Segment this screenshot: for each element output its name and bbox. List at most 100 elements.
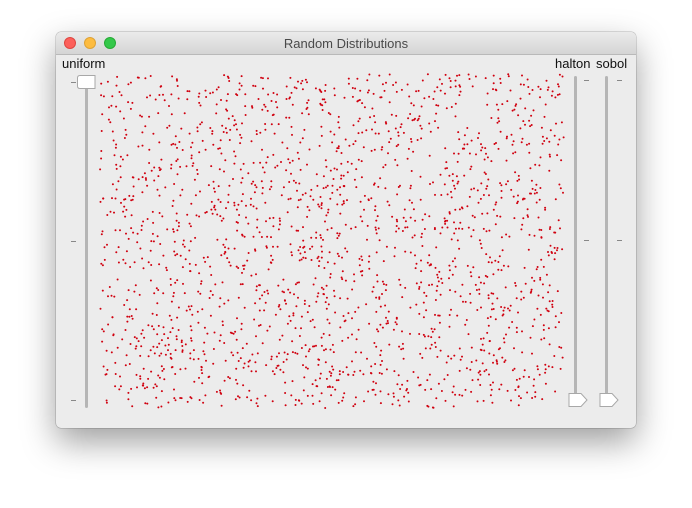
random-point [277, 305, 280, 308]
random-point [246, 396, 249, 399]
random-point [124, 128, 127, 131]
uniform-slider-track[interactable] [85, 82, 88, 408]
random-point [272, 216, 275, 219]
random-point [527, 248, 530, 251]
random-point [367, 89, 370, 92]
random-point [153, 352, 156, 355]
random-point [499, 82, 502, 84]
random-point [308, 209, 311, 212]
random-point [557, 143, 560, 146]
random-point [248, 359, 251, 362]
random-point [434, 313, 436, 316]
random-point [533, 192, 536, 195]
random-point [456, 182, 459, 185]
random-point [514, 284, 517, 287]
random-point [561, 248, 564, 251]
random-point [470, 165, 473, 168]
random-point [119, 155, 122, 158]
random-point [132, 185, 135, 188]
random-point [448, 269, 451, 272]
random-point [329, 197, 332, 200]
random-point [226, 93, 229, 96]
random-point [378, 239, 381, 242]
random-point [448, 264, 451, 267]
random-point [224, 159, 227, 162]
random-point [492, 361, 494, 364]
random-point [359, 270, 362, 273]
random-point [131, 101, 134, 104]
random-point [539, 278, 542, 281]
random-point [493, 143, 496, 145]
random-point [409, 187, 412, 190]
random-point [542, 265, 545, 268]
random-point [177, 97, 180, 100]
random-point [295, 229, 298, 232]
random-point [337, 115, 340, 118]
random-point [440, 194, 443, 196]
random-point [534, 395, 537, 398]
random-point [367, 199, 370, 202]
random-point [428, 254, 431, 257]
random-point [361, 102, 364, 105]
random-point [425, 309, 428, 312]
random-point [560, 121, 563, 124]
halton-slider-track[interactable] [574, 76, 577, 400]
random-point [526, 214, 529, 217]
random-point [179, 368, 182, 371]
halton-slider-knob[interactable] [568, 392, 588, 408]
uniform-slider-knob[interactable] [76, 74, 96, 90]
random-point [453, 221, 455, 224]
random-point [384, 289, 387, 292]
sobol-slider-knob[interactable] [599, 392, 619, 408]
random-point [370, 365, 373, 368]
random-point [228, 377, 231, 380]
random-point [99, 307, 102, 310]
random-point [148, 162, 151, 164]
random-point [218, 147, 221, 150]
random-point [458, 94, 461, 97]
random-point [142, 367, 145, 370]
random-point [136, 232, 139, 235]
maximize-button[interactable] [104, 37, 116, 49]
random-point [389, 137, 392, 140]
random-point [374, 121, 377, 124]
random-point [346, 250, 349, 253]
random-point [145, 178, 147, 181]
random-point [121, 338, 124, 341]
random-point [318, 400, 321, 403]
random-point [200, 282, 202, 285]
random-point [559, 227, 561, 230]
random-point [177, 306, 180, 309]
random-point [290, 225, 293, 228]
random-point [542, 324, 545, 327]
random-point [384, 121, 387, 124]
random-point [135, 337, 138, 340]
sobol-slider-track[interactable] [605, 76, 608, 400]
close-button[interactable] [64, 37, 76, 49]
random-point [190, 146, 192, 149]
random-point [475, 289, 478, 291]
random-point [406, 226, 409, 229]
random-point [102, 365, 105, 368]
random-point [236, 229, 239, 232]
minimize-button[interactable] [84, 37, 96, 49]
random-point [521, 74, 523, 77]
random-point [288, 116, 291, 119]
random-point [260, 76, 263, 79]
random-point [225, 207, 227, 210]
random-point [299, 252, 302, 255]
random-point [200, 280, 203, 283]
random-point [106, 368, 109, 371]
random-point [331, 386, 334, 389]
random-point [423, 335, 426, 338]
random-point [409, 251, 412, 254]
random-point [203, 341, 206, 344]
random-point [130, 199, 133, 202]
title-bar[interactable]: Random Distributions [56, 32, 636, 55]
random-point [547, 310, 550, 313]
random-point [339, 297, 342, 300]
random-point [241, 271, 243, 274]
random-point [375, 232, 378, 235]
random-point [201, 372, 204, 375]
random-point [190, 157, 193, 160]
